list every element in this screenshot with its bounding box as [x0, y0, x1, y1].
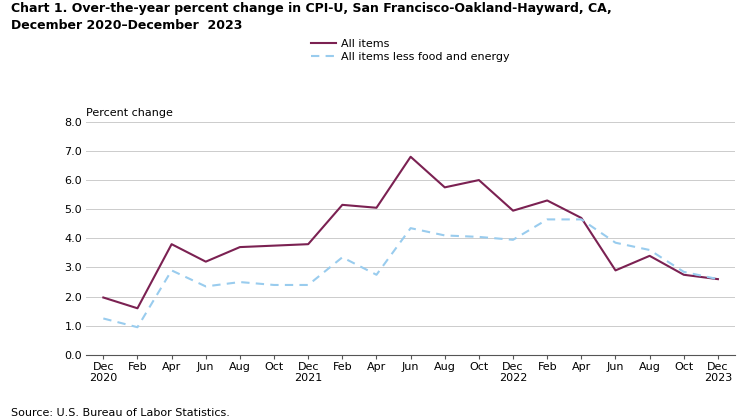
All items less food and energy: [577, 217, 586, 222]
All items: [440, 185, 449, 190]
All items: [645, 253, 654, 258]
All items less food and energy: [680, 269, 688, 274]
All items: [99, 295, 108, 300]
All items less food and energy: [713, 277, 722, 282]
All items less food and energy: [543, 217, 552, 222]
All items: [269, 243, 278, 248]
All items: [611, 268, 620, 273]
All items less food and energy: [269, 282, 278, 287]
All items less food and energy: [509, 237, 518, 242]
All items: [509, 208, 518, 213]
All items less food and energy: [406, 226, 416, 231]
All items less food and energy: [304, 282, 313, 287]
All items less food and energy: [440, 233, 449, 238]
All items: [680, 272, 688, 277]
All items less food and energy: [372, 272, 381, 277]
All items: [133, 306, 142, 311]
All items less food and energy: [201, 284, 210, 289]
All items: [236, 244, 244, 249]
All items less food and energy: [338, 255, 346, 260]
Text: Source: U.S. Bureau of Labor Statistics.: Source: U.S. Bureau of Labor Statistics.: [11, 408, 230, 418]
All items: [338, 202, 346, 207]
Text: Percent change: Percent change: [86, 108, 173, 118]
All items: [577, 215, 586, 220]
All items less food and energy: [133, 325, 142, 330]
Legend: All items, All items less food and energy: All items, All items less food and energ…: [311, 39, 510, 62]
All items: [304, 241, 313, 247]
All items: [372, 205, 381, 210]
All items less food and energy: [611, 240, 620, 245]
All items less food and energy: [167, 268, 176, 273]
All items: [543, 198, 552, 203]
Text: Chart 1. Over-the-year percent change in CPI-U, San Francisco-Oakland-Hayward, C: Chart 1. Over-the-year percent change in…: [11, 2, 612, 32]
Line: All items less food and energy: All items less food and energy: [104, 219, 718, 327]
All items: [713, 277, 722, 282]
All items: [406, 154, 416, 159]
All items: [475, 178, 484, 183]
All items less food and energy: [645, 247, 654, 252]
Line: All items: All items: [104, 157, 718, 308]
All items less food and energy: [475, 234, 484, 239]
All items: [201, 259, 210, 264]
All items less food and energy: [99, 316, 108, 321]
All items: [167, 241, 176, 247]
All items less food and energy: [236, 280, 244, 285]
